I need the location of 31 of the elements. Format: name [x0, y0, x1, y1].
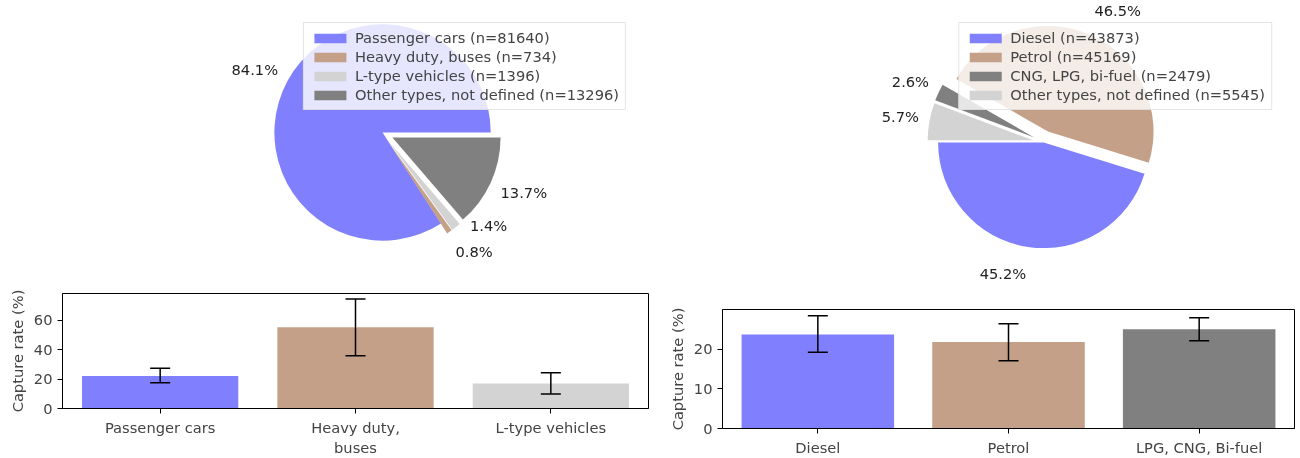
x-tick-label: Passenger cars: [104, 418, 216, 436]
x-tick-label: Petrol: [987, 438, 1030, 456]
y-axis-title: Capture rate (%): [668, 307, 686, 431]
data-label: 1.4%: [469, 217, 508, 235]
legend-label: L-type vehicles (n=1396): [354, 67, 541, 84]
y-tick-label: 0: [43, 399, 53, 417]
legend-label: Heavy duty, buses (n=734): [354, 48, 557, 65]
y-tick-label: 0: [703, 419, 713, 437]
legend-label: Other types, not defined (n=13296): [354, 86, 619, 103]
data-label: 0.8%: [455, 243, 493, 261]
x-tick-label: Diesel: [795, 438, 841, 456]
legend-label: Petrol (n=45169): [1010, 48, 1137, 65]
x-tick-label: L-type vehicles: [495, 418, 607, 436]
legend-label: Other types, not defined (n=5545): [1010, 86, 1265, 103]
data-label: 13.7%: [500, 184, 548, 202]
data-label: 46.5%: [1094, 2, 1142, 20]
y-tick-label: 20: [33, 370, 53, 388]
data-label: 2.6%: [891, 72, 930, 90]
legend-label: Passenger cars (n=81640): [354, 29, 550, 46]
legend-label: CNG, LPG, bi-fuel (n=2479): [1010, 67, 1211, 84]
y-tick-label: 60: [33, 311, 53, 329]
data-label: 5.7%: [881, 108, 920, 126]
y-tick-label: 40: [33, 340, 53, 358]
data-label: 45.2%: [979, 264, 1027, 282]
y-axis-title: Capture rate (%): [8, 289, 26, 413]
y-tick-label: 10: [693, 379, 713, 397]
x-tick-label: Heavy duty, buses: [311, 418, 400, 456]
legend-label: Diesel (n=43873): [1010, 29, 1140, 46]
x-tick-label: LPG, CNG, Bi-fuel: [1135, 438, 1263, 456]
y-tick-label: 20: [693, 340, 713, 358]
data-label: 84.1%: [231, 60, 279, 78]
